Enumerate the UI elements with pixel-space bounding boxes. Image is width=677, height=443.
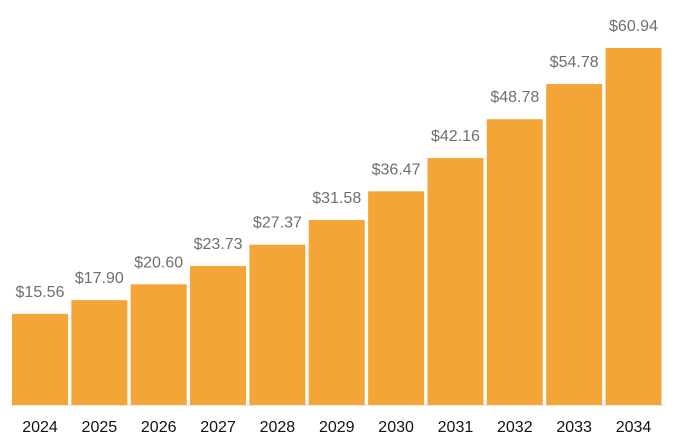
bar-2024 [12,313,68,405]
x-tick-2030: 2030 [378,419,414,436]
value-labels-layer: $15.56 $17.90 $20.60 $23.73 $27.37 $31.58 $36.… [16,18,659,301]
value-label-2032: $48.78 [490,89,539,106]
bar-2034 [605,48,662,405]
value-label-2031: $42.16 [431,128,480,145]
x-tick-2025: 2025 [82,419,118,436]
x-tick-2024: 2024 [22,419,58,436]
value-label-2034: $60.94 [609,18,658,35]
bar-2027 [190,265,247,405]
bar-2032 [486,119,543,406]
bar-2031 [427,158,484,405]
value-label-2025: $17.90 [75,270,124,287]
bar-2026 [130,284,187,405]
value-label-2028: $27.37 [253,215,302,232]
x-tick-2034: 2034 [616,419,652,436]
bar-2030 [368,191,425,405]
value-label-2027: $23.73 [194,236,243,253]
bar-2029 [308,220,365,405]
x-axis-tick-labels: 2024 2025 2026 2027 2028 2029 2030 2031 2032 2033… [22,419,651,436]
x-tick-2027: 2027 [200,419,236,436]
value-label-2026: $20.60 [134,254,183,271]
x-tick-2032: 2032 [497,419,533,436]
x-tick-2031: 2031 [438,419,474,436]
bars-layer [12,48,662,406]
x-tick-2026: 2026 [141,419,177,436]
x-tick-2033: 2033 [556,419,592,436]
value-label-2030: $36.47 [372,161,421,178]
bar-2025 [71,300,128,405]
value-label-2024: $15.56 [16,284,65,301]
x-tick-2029: 2029 [319,419,355,436]
x-tick-2028: 2028 [260,419,296,436]
bar-2033 [546,84,603,405]
value-label-2029: $31.58 [312,190,361,207]
value-label-2033: $54.78 [550,54,599,71]
bar-2028 [249,244,306,405]
